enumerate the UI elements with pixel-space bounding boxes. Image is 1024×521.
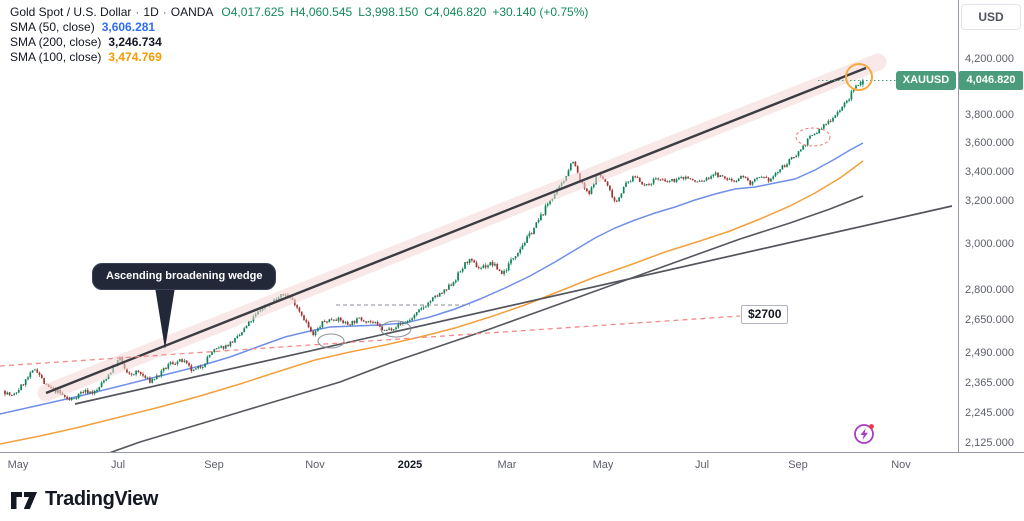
pattern-callout[interactable]: Ascending broadening wedge — [92, 263, 277, 290]
sma50-line — [0, 142, 864, 415]
symbol-legend-row[interactable]: Gold Spot / U.S. Dollar · 1D · OANDA O4,017.6… — [10, 5, 594, 20]
time-axis-label: 2025 — [397, 459, 423, 471]
indicator-value: 3,474.769 — [108, 50, 162, 64]
time-axis-label: May — [7, 459, 29, 471]
price-axis-label: 3,800.000 — [965, 109, 1014, 121]
indicator-label: SMA (100, close) — [10, 50, 102, 64]
price-axis-label: 2,245.000 — [965, 407, 1014, 419]
time-axis[interactable]: May Jul Sep Nov 2025 Mar May Jul Sep Nov — [0, 452, 1024, 480]
currency-unit-button[interactable]: USD — [961, 4, 1021, 30]
callout-tail — [155, 287, 175, 349]
separator: · — [135, 5, 140, 19]
price-axis-label: 3,600.000 — [965, 137, 1014, 149]
indicator-legend-rows: SMA (50, close) 3,606.281 SMA (200, close)… — [10, 20, 594, 65]
time-axis-label: May — [592, 459, 614, 471]
gray-ellipse-annotation — [380, 320, 412, 338]
symbol-title: Gold Spot / U.S. Dollar — [10, 5, 132, 19]
symbol-price-tag: XAUUSD — [896, 70, 956, 90]
indicator-row[interactable]: SMA (200, close) 3,246.734 — [10, 35, 594, 50]
price-level-label[interactable]: $2700 — [741, 305, 789, 324]
lightning-icon — [854, 424, 874, 444]
ohlc-o-value: O4,017.625 — [221, 5, 285, 19]
time-axis-label: Sep — [788, 459, 808, 471]
gray-ellipse-annotation — [317, 333, 345, 349]
sma100-line — [0, 160, 864, 445]
price-axis-label: 2,800.000 — [965, 284, 1014, 296]
dashed-support-line — [0, 315, 741, 367]
notification-dot — [869, 424, 874, 429]
flash-events-button[interactable] — [853, 422, 877, 446]
ohlc-h-value: H4,060.545 — [290, 5, 353, 19]
price-axis-label: 3,000.000 — [965, 238, 1014, 250]
time-axis-label: Nov — [305, 459, 325, 471]
change-value: +30.140 (+0.75%) — [492, 5, 589, 19]
footer-bar: TradingView — [0, 479, 1024, 521]
indicator-row[interactable]: SMA (100, close) 3,474.769 — [10, 50, 594, 65]
price-axis-label: 2,490.000 — [965, 347, 1014, 359]
time-axis-label: Jul — [110, 459, 126, 471]
indicator-value: 3,246.734 — [108, 35, 162, 49]
price-axis-label: 2,650.000 — [965, 314, 1014, 326]
chart-legend: Gold Spot / U.S. Dollar · 1D · OANDA O4,017.6… — [10, 5, 594, 65]
indicator-label: SMA (50, close) — [10, 20, 95, 34]
indicator-value: 3,606.281 — [101, 20, 156, 34]
current-price-label: 4,046.820 — [959, 70, 1023, 90]
separator: · — [162, 5, 167, 19]
wedge-upper-line — [45, 66, 867, 395]
tradingview-logo-icon — [11, 492, 37, 509]
ohlc-values: O4,017.625 H4,060.545 L3,998.150 C4,046.820… — [221, 5, 594, 19]
breakout-circle-annotation — [845, 63, 873, 91]
exchange-label: OANDA — [170, 5, 214, 19]
price-axis-label: 3,400.000 — [965, 166, 1014, 178]
time-axis-label: Jul — [694, 459, 710, 471]
ohlc-c-value: C4,046.820 — [424, 5, 487, 19]
price-axis-label: 3,200.000 — [965, 195, 1014, 207]
wedge-lower-line — [74, 205, 953, 405]
time-axis-label: Mar — [497, 459, 517, 471]
sma200-line — [109, 195, 864, 452]
chart-canvas[interactable]: Gold Spot / U.S. Dollar · 1D · OANDA O4,017.6… — [0, 0, 958, 452]
time-axis-label: Nov — [891, 459, 911, 471]
pink-dashed-ellipse-annotation — [795, 127, 831, 147]
price-axis[interactable]: USD 4,200.000 3,800.000 3,600.000 3,400.000… — [958, 0, 1024, 478]
indicator-label: SMA (200, close) — [10, 35, 102, 49]
tradingview-logo[interactable]: TradingView — [10, 488, 158, 511]
time-axis-label: Sep — [204, 459, 224, 471]
ohlc-l-value: L3,998.150 — [358, 5, 419, 19]
price-axis-label: 2,125.000 — [965, 437, 1014, 449]
indicator-row[interactable]: SMA (50, close) 3,606.281 — [10, 20, 594, 35]
tradingview-wordmark: TradingView — [45, 488, 159, 510]
price-axis-label: 4,200.000 — [965, 53, 1014, 65]
price-axis-label: 2,365.000 — [965, 377, 1014, 389]
timeframe-label[interactable]: 1D — [143, 5, 159, 19]
chart-plot-svg — [0, 53, 958, 452]
